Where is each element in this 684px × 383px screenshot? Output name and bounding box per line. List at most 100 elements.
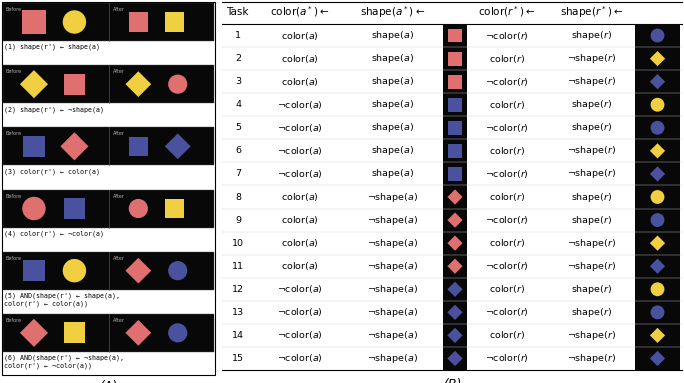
Circle shape	[63, 259, 86, 282]
Text: 2: 2	[235, 54, 241, 63]
Bar	[64, 74, 85, 95]
Text: 7: 7	[235, 169, 241, 178]
Text: $\mathrm{shape}(a)$: $\mathrm{shape}(a)$	[371, 144, 415, 157]
Text: $\neg\mathrm{color}(a)$: $\neg\mathrm{color}(a)$	[277, 122, 323, 134]
Text: 8: 8	[235, 193, 241, 201]
Text: $\neg\mathrm{color}(r)$: $\neg\mathrm{color}(r)$	[485, 122, 529, 134]
Polygon shape	[650, 351, 665, 366]
Bar	[23, 260, 44, 282]
Polygon shape	[20, 319, 48, 347]
Text: $\neg\mathrm{color}(a)$: $\neg\mathrm{color}(a)$	[277, 99, 323, 111]
Text: $\mathrm{shape}(r)$: $\mathrm{shape}(r)$	[571, 121, 613, 134]
Bar	[3, 190, 214, 228]
Text: (6) AND(shape(r') ← ¬shape(a),
color(r') ← ¬color(a)): (6) AND(shape(r') ← ¬shape(a), color(r')…	[4, 355, 124, 369]
Text: $\mathrm{shape}(a^*) \leftarrow$: $\mathrm{shape}(a^*) \leftarrow$	[360, 4, 425, 20]
Text: $\neg\mathrm{shape}(a)$: $\neg\mathrm{shape}(a)$	[367, 283, 419, 296]
Text: (3) color(r') ← color(a): (3) color(r') ← color(a)	[4, 169, 100, 175]
Text: $\neg\mathrm{shape}(r)$: $\neg\mathrm{shape}(r)$	[568, 52, 616, 65]
Bar	[448, 121, 462, 135]
Polygon shape	[125, 320, 151, 346]
Text: $\neg\mathrm{shape}(r)$: $\neg\mathrm{shape}(r)$	[568, 352, 616, 365]
Text: $\mathrm{color}(a)$: $\mathrm{color}(a)$	[281, 214, 319, 226]
Text: 3: 3	[235, 77, 241, 86]
Text: $\mathrm{shape}(r)$: $\mathrm{shape}(r)$	[571, 29, 613, 42]
Text: (4) color(r') ← ¬color(a): (4) color(r') ← ¬color(a)	[4, 231, 104, 237]
Text: $\mathrm{color}(r)$: $\mathrm{color}(r)$	[489, 145, 525, 157]
Text: (2) shape(r') ← ¬shape(a): (2) shape(r') ← ¬shape(a)	[4, 106, 104, 113]
Text: Before: Before	[6, 193, 22, 198]
Text: Before: Before	[6, 256, 22, 261]
Text: Before: Before	[6, 131, 22, 136]
Circle shape	[168, 323, 187, 342]
Text: $\mathrm{shape}(a)$: $\mathrm{shape}(a)$	[371, 98, 415, 111]
Polygon shape	[650, 166, 665, 182]
Circle shape	[23, 197, 46, 220]
Text: $\neg\mathrm{shape}(a)$: $\neg\mathrm{shape}(a)$	[367, 306, 419, 319]
Polygon shape	[125, 71, 151, 97]
Text: (B): (B)	[443, 378, 461, 383]
Text: $\mathrm{shape}(a)$: $\mathrm{shape}(a)$	[371, 167, 415, 180]
Text: After: After	[112, 256, 124, 261]
Text: Task: Task	[226, 7, 248, 17]
Text: 10: 10	[232, 239, 244, 248]
Text: 11: 11	[232, 262, 244, 271]
Bar	[165, 12, 184, 31]
Circle shape	[650, 98, 664, 112]
Polygon shape	[60, 132, 88, 160]
Text: $\neg\mathrm{shape}(r)$: $\neg\mathrm{shape}(r)$	[568, 237, 616, 250]
Text: 4: 4	[235, 100, 241, 109]
Text: $\mathrm{shape}(r)$: $\mathrm{shape}(r)$	[571, 283, 613, 296]
Text: (A): (A)	[99, 380, 118, 383]
Circle shape	[129, 199, 148, 218]
Text: $\neg\mathrm{color}(r)$: $\neg\mathrm{color}(r)$	[485, 260, 529, 272]
Text: (5) AND(shape(r') ← shape(a),
color(r') ← color(a)): (5) AND(shape(r') ← shape(a), color(r') …	[4, 293, 120, 307]
Text: Before: Before	[6, 318, 22, 323]
Polygon shape	[650, 143, 665, 159]
Polygon shape	[447, 236, 462, 251]
Circle shape	[63, 10, 86, 34]
Text: 1: 1	[235, 31, 241, 40]
Polygon shape	[650, 259, 665, 274]
Bar	[443, 24, 467, 370]
Text: $\neg\mathrm{shape}(a)$: $\neg\mathrm{shape}(a)$	[367, 190, 419, 203]
Text: $\neg\mathrm{shape}(a)$: $\neg\mathrm{shape}(a)$	[367, 352, 419, 365]
Text: $\neg\mathrm{color}(r)$: $\neg\mathrm{color}(r)$	[485, 76, 529, 88]
Bar	[64, 322, 85, 344]
Text: Before: Before	[6, 7, 22, 12]
Circle shape	[650, 29, 664, 43]
Bar	[3, 127, 214, 165]
Bar	[129, 12, 148, 31]
Circle shape	[650, 121, 664, 135]
Text: $\neg\mathrm{color}(a)$: $\neg\mathrm{color}(a)$	[277, 145, 323, 157]
Text: 9: 9	[235, 216, 241, 224]
Polygon shape	[447, 259, 462, 274]
Bar	[448, 167, 462, 181]
Polygon shape	[650, 236, 665, 251]
Text: (1) shape(r') ← shape(a): (1) shape(r') ← shape(a)	[4, 44, 100, 51]
Polygon shape	[125, 258, 151, 283]
Text: $\mathrm{shape}(a)$: $\mathrm{shape}(a)$	[371, 52, 415, 65]
Bar	[2, 2, 215, 375]
Text: $\mathrm{shape}(r)$: $\mathrm{shape}(r)$	[571, 214, 613, 227]
Circle shape	[650, 213, 664, 227]
Text: 13: 13	[232, 308, 244, 317]
Text: $\neg\mathrm{shape}(a)$: $\neg\mathrm{shape}(a)$	[367, 329, 419, 342]
Circle shape	[650, 190, 664, 204]
Polygon shape	[650, 74, 665, 89]
Bar	[129, 137, 148, 156]
Text: $\mathrm{shape}(r^*) \leftarrow$: $\mathrm{shape}(r^*) \leftarrow$	[560, 4, 624, 20]
Text: $\mathrm{color}(a)$: $\mathrm{color}(a)$	[281, 52, 319, 65]
Circle shape	[650, 305, 664, 319]
Text: $\neg\mathrm{shape}(r)$: $\neg\mathrm{shape}(r)$	[568, 167, 616, 180]
Text: $\mathrm{color}(r)$: $\mathrm{color}(r)$	[489, 52, 525, 65]
Text: $\mathrm{color}(a)$: $\mathrm{color}(a)$	[281, 29, 319, 41]
Text: $\mathrm{color}(a^*) \leftarrow$: $\mathrm{color}(a^*) \leftarrow$	[270, 5, 330, 20]
Text: $\neg\mathrm{shape}(r)$: $\neg\mathrm{shape}(r)$	[568, 260, 616, 273]
Text: $\mathrm{shape}(r)$: $\mathrm{shape}(r)$	[571, 190, 613, 203]
Text: After: After	[112, 7, 124, 12]
Text: $\mathrm{color}(r)$: $\mathrm{color}(r)$	[489, 99, 525, 111]
Text: $\mathrm{shape}(a)$: $\mathrm{shape}(a)$	[371, 29, 415, 42]
Polygon shape	[447, 282, 462, 297]
Bar	[3, 65, 214, 103]
Text: $\neg\mathrm{shape}(r)$: $\neg\mathrm{shape}(r)$	[568, 144, 616, 157]
